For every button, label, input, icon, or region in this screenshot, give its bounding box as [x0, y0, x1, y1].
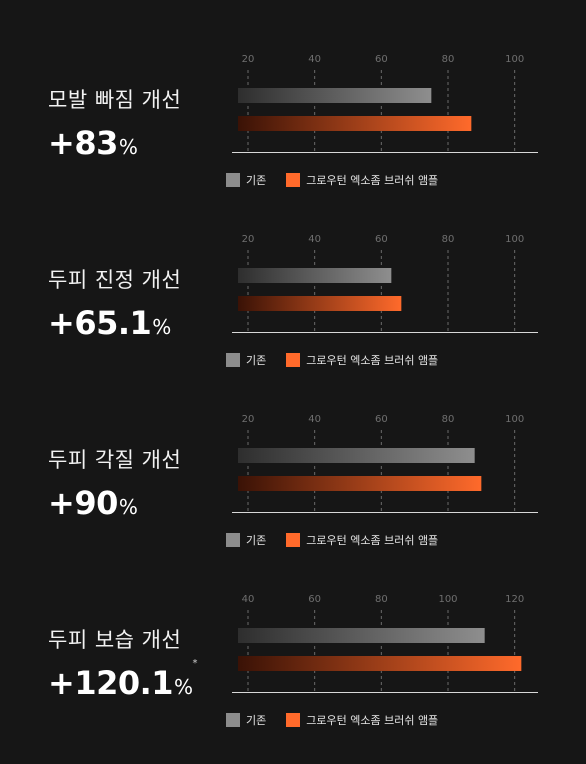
legend-swatch-baseline [226, 173, 240, 187]
legend-label-product: 그로우턴 엑소좀 브러쉬 앰플 [306, 534, 439, 547]
legend-label-baseline: 기존 [246, 534, 267, 547]
legend: 기존 그로우턴 엑소좀 브러쉬 앰플 [226, 172, 438, 188]
legend-label-baseline: 기존 [246, 714, 267, 727]
metric-title: 두피 보습 개선 [48, 628, 182, 652]
bar-product [238, 296, 402, 311]
metric-unit: % [118, 135, 138, 159]
bar-chart: 20 40 60 80 100 [232, 54, 538, 153]
tick-label: 60 [308, 594, 321, 605]
legend-swatch-baseline [226, 353, 240, 367]
metric-unit: % [174, 675, 193, 699]
metric-title: 모발 빠짐 개선 [48, 88, 182, 112]
metric-block-scalp-soothing: 두피 진정 개선 +65.1% 20 40 60 80 100 기존 그로우턴 엑소좀 … [0, 180, 586, 367]
tick-label: 60 [375, 414, 388, 425]
tick-label: 60 [375, 54, 388, 65]
bar-product [238, 476, 482, 491]
bar-chart: 20 40 60 80 100 [232, 414, 538, 513]
bar-product [238, 116, 472, 131]
legend-label-baseline: 기존 [246, 174, 267, 187]
legend: 기존 그로우턴 엑소좀 브러쉬 앰플 [226, 532, 438, 548]
legend-label-product: 그로우턴 엑소좀 브러쉬 앰플 [306, 354, 439, 367]
tick-label: 80 [442, 414, 455, 425]
footnote-asterisk: * [192, 658, 198, 669]
metric-unit: % [118, 495, 138, 519]
bar-baseline [238, 88, 432, 103]
metric-value: +83% [48, 124, 138, 162]
tick-label: 80 [442, 234, 455, 245]
legend: 기존 그로우턴 엑소좀 브러쉬 앰플 [226, 352, 438, 368]
bar-baseline [238, 628, 485, 643]
metric-block-scalp-flakes: 두피 각질 개선 +90% 20 40 60 80 100 기존 그로우턴 엑소좀 브러… [0, 360, 586, 547]
metric-value: +90% [48, 484, 138, 522]
metric-unit: % [152, 315, 171, 339]
bar-chart: 40 60 80 100 120 [232, 594, 538, 693]
tick-label: 100 [438, 594, 457, 605]
legend-swatch-product [286, 353, 301, 367]
legend-label-product: 그로우턴 엑소좀 브러쉬 앰플 [306, 174, 439, 187]
tick-label: 40 [308, 414, 321, 425]
metric-block-scalp-moisture: 두피 보습 개선 +120.1% * 40 60 80 100 120 기존 그로우턴 엑… [0, 540, 586, 727]
tick-label: 100 [505, 234, 524, 245]
legend-label-product: 그로우턴 엑소좀 브러쉬 앰플 [306, 714, 439, 727]
bar-chart: 20 40 60 80 100 [232, 234, 538, 333]
metric-number: +90 [48, 484, 118, 522]
legend-swatch-baseline [226, 533, 240, 547]
tick-label: 20 [242, 414, 255, 425]
tick-label: 20 [242, 54, 255, 65]
tick-label: 40 [242, 594, 255, 605]
legend: 기존 그로우턴 엑소좀 브러쉬 앰플 [226, 712, 438, 728]
bar-baseline [238, 268, 392, 283]
tick-label: 60 [375, 234, 388, 245]
metric-value: +120.1% * [48, 658, 197, 702]
legend-swatch-product [286, 713, 301, 727]
tick-label: 100 [505, 54, 524, 65]
legend-swatch-product [286, 173, 301, 187]
tick-label: 40 [308, 54, 321, 65]
bar-product [238, 656, 522, 671]
bar-baseline [238, 448, 475, 463]
tick-label: 80 [375, 594, 388, 605]
metric-value: +65.1% [48, 304, 171, 342]
metric-title: 두피 진정 개선 [48, 268, 182, 292]
legend-swatch-baseline [226, 713, 240, 727]
legend-label-baseline: 기존 [246, 354, 267, 367]
tick-label: 20 [242, 234, 255, 245]
metric-title: 두피 각질 개선 [48, 448, 182, 472]
metric-number: +83 [48, 124, 118, 162]
tick-label: 40 [308, 234, 321, 245]
tick-label: 120 [505, 594, 524, 605]
metric-block-hair-loss: 모발 빠짐 개선 +83% 20 40 60 80 100 기존 그로우턴 엑소좀 브러… [0, 0, 586, 187]
legend-swatch-product [286, 533, 301, 547]
metric-number: +120.1 [48, 664, 174, 702]
metric-number: +65.1 [48, 304, 152, 342]
tick-label: 100 [505, 414, 524, 425]
tick-label: 80 [442, 54, 455, 65]
